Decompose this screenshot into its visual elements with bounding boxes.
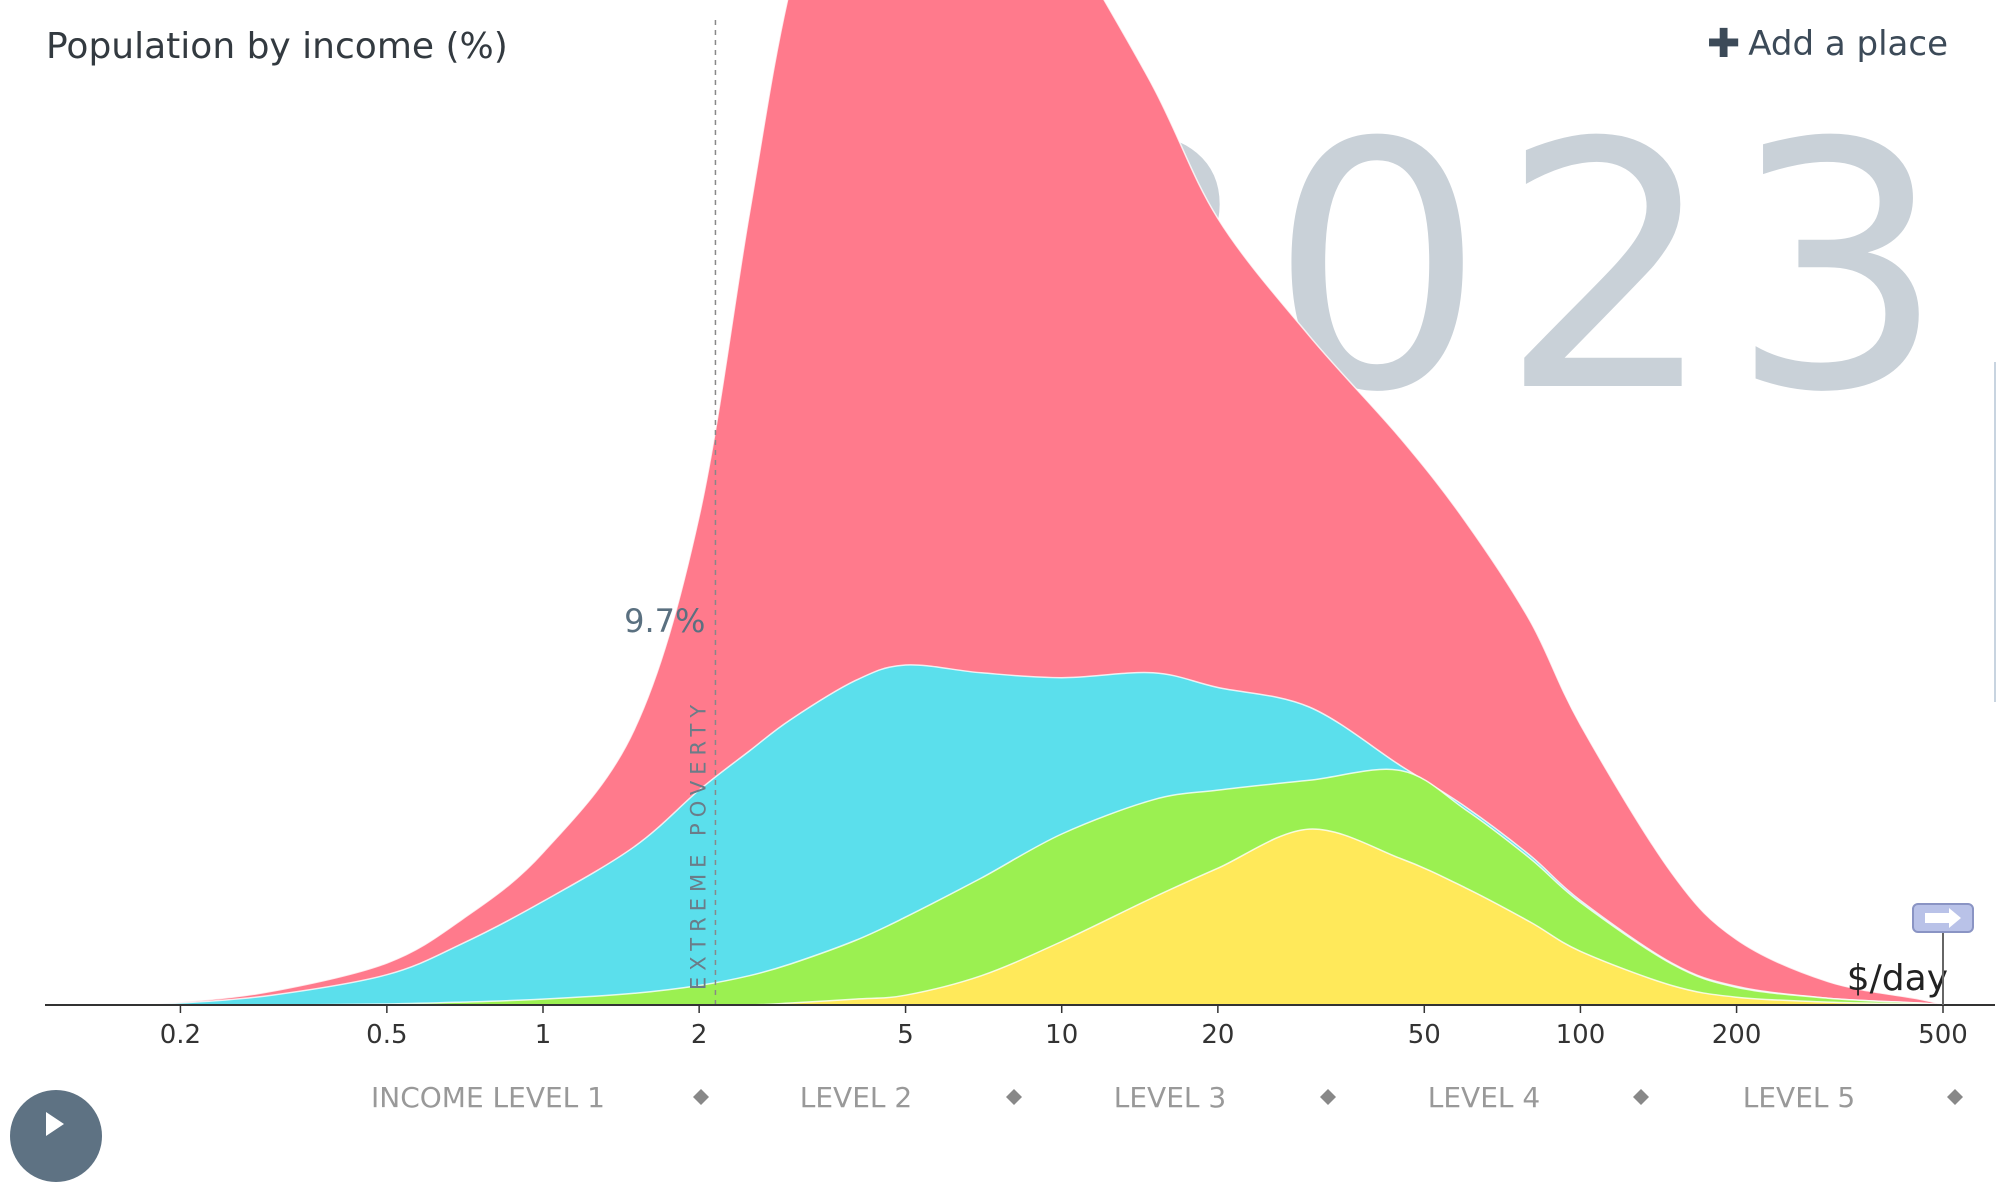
- poverty-percent-label: 9.7%: [624, 602, 705, 640]
- overlays: 9.7% EXTREME POVERTY: [624, 20, 717, 1005]
- x-tick-label: 200: [1712, 1020, 1762, 1050]
- diamond-icon: [1633, 1089, 1649, 1105]
- income-level-label[interactable]: LEVEL 4: [1428, 1081, 1540, 1114]
- x-tick-label: 100: [1556, 1020, 1606, 1050]
- play-button[interactable]: [10, 1090, 102, 1182]
- extreme-poverty-label: EXTREME POVERTY: [686, 699, 710, 990]
- add-place-button[interactable]: ✚ Add a place: [1707, 24, 1948, 64]
- income-level-label[interactable]: LEVEL 3: [1114, 1081, 1226, 1114]
- x-axis: 0.2 0.5 1 2 5 10 20 50 100 200 500 $/day: [45, 903, 1995, 1050]
- income-level-label[interactable]: LEVEL 5: [1743, 1081, 1855, 1114]
- chart-title: Population by income (%): [46, 26, 508, 67]
- x-tick-label: 500: [1918, 1020, 1968, 1050]
- x-tick-label: 1: [535, 1020, 552, 1050]
- income-level-label[interactable]: LEVEL 2: [800, 1081, 912, 1114]
- x-tick-label: 20: [1201, 1020, 1234, 1050]
- x-tick-label: 5: [897, 1020, 914, 1050]
- diamond-icon: [1320, 1089, 1336, 1105]
- income-level-label[interactable]: INCOME LEVEL 1: [371, 1081, 605, 1114]
- diamond-icon: [1947, 1089, 1963, 1105]
- add-place-label: Add a place: [1748, 24, 1948, 64]
- series-areas: [115, 0, 1944, 1006]
- x-tick-label: 0.5: [366, 1020, 407, 1050]
- income-levels-row: INCOME LEVEL 1 LEVEL 2 LEVEL 3 LEVEL 4 LEVEL…: [371, 1081, 1963, 1114]
- x-tick-label: 50: [1408, 1020, 1441, 1050]
- arrow-right-icon: [1925, 908, 1961, 928]
- x-tick-label: 0.2: [160, 1020, 201, 1050]
- area-asia: [115, 0, 1944, 1006]
- diamond-icon: [1006, 1089, 1022, 1105]
- unit-label: $/day: [1847, 958, 1948, 999]
- plus-icon: ✚: [1706, 21, 1741, 67]
- x-tick-label: 2: [691, 1020, 708, 1050]
- scroll-indicator: [1994, 362, 1996, 702]
- diamond-icon: [693, 1089, 709, 1105]
- income-mountain-chart: 2023 9.7%EXTREME POVERTY 0.2 0.5 1 2 5 10 20 50…: [45, 0, 1995, 1114]
- x-tick-label: 10: [1045, 1020, 1078, 1050]
